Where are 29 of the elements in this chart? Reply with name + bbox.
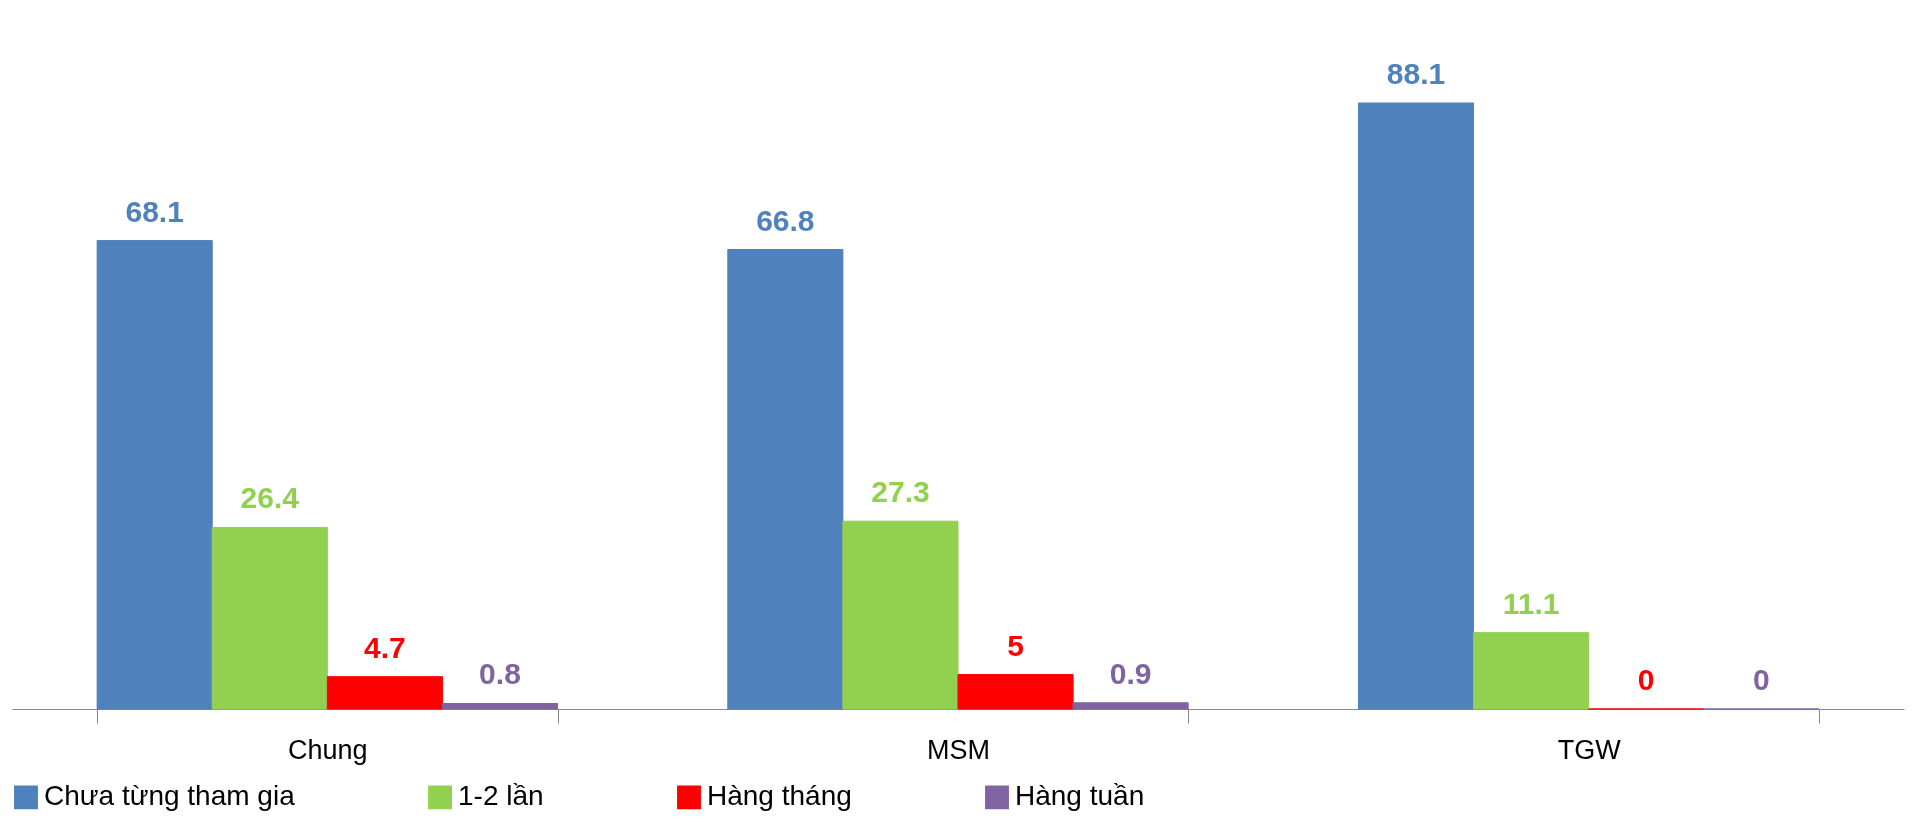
legend-label: Hàng tháng [707,780,852,812]
data-label: 0.9 [1109,656,1152,690]
bar [441,703,559,710]
bar [1357,102,1475,710]
data-label: 27.3 [871,475,930,509]
data-label: 5 [1007,628,1024,662]
bar [96,240,213,710]
data-label: 88.1 [1386,57,1446,90]
data-label: 0.8 [479,657,521,691]
bar [727,249,844,710]
data-label: 11.1 [1502,586,1560,620]
data-label: 0 [1637,663,1655,696]
bar [842,520,959,710]
bar [326,676,443,710]
x-tick-label: MSM [927,734,990,765]
legend-label: 1-2 lần [458,780,544,812]
data-label: 66.8 [756,203,815,237]
data-label: 4.7 [364,630,406,664]
bar [1473,632,1590,710]
legend-label: Hàng tuần [1015,780,1145,812]
bar [957,674,1074,710]
data-label: 0 [1752,663,1770,696]
bar [1072,702,1189,710]
x-tick-label: TGW [1557,734,1622,765]
legend-label: Chưa từng tham gia [44,780,296,812]
x-tick-label: Chung [288,734,368,765]
data-label: 68.1 [125,194,184,228]
bar [211,526,328,710]
data-label: 26.4 [240,481,300,515]
